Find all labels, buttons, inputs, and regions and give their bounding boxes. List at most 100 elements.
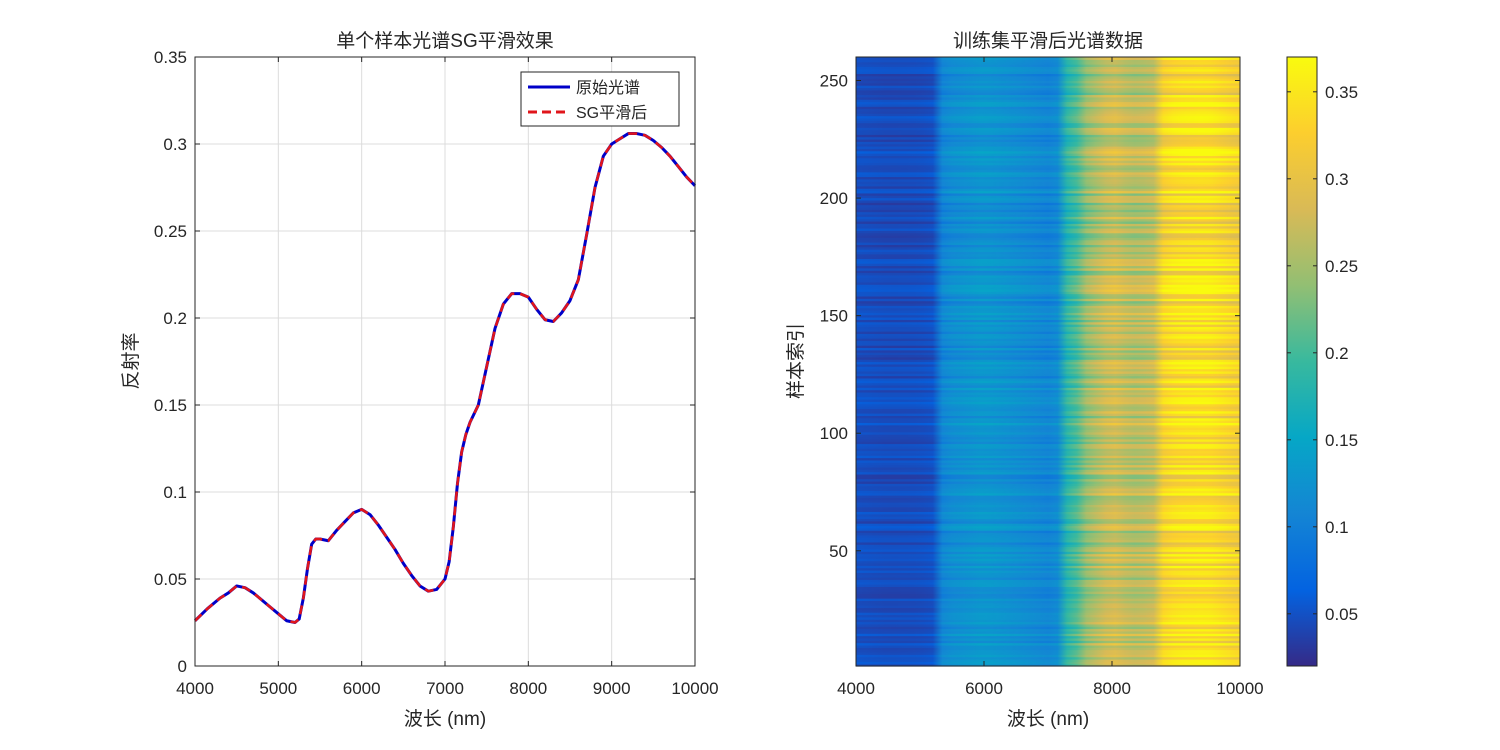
heatmap-row [856, 300, 1240, 304]
heatmap-row [856, 281, 1240, 285]
legend-box [520, 71, 680, 127]
heatmap-row [856, 356, 1240, 360]
heatmap-row [856, 103, 1240, 107]
heatmap-row [856, 87, 1240, 91]
heatmap-row [856, 548, 1240, 552]
heatmap-row [856, 99, 1240, 103]
heatmap-row [856, 298, 1240, 302]
heatmap-row [856, 607, 1240, 611]
heatmap-row [856, 106, 1240, 110]
y-tick-label: 200 [820, 189, 848, 208]
heatmap-row [856, 354, 1240, 358]
heatmap-row [856, 164, 1240, 168]
y-tick-label: 0.25 [154, 222, 187, 241]
heatmap-row [856, 267, 1240, 271]
heatmap-row [856, 389, 1240, 393]
heatmap-row [856, 85, 1240, 89]
heatmap-row [856, 445, 1240, 449]
heatmap-row [856, 328, 1240, 332]
heatmap-row [856, 94, 1240, 98]
heatmap-row [856, 609, 1240, 613]
heatmap-row [856, 117, 1240, 121]
y-tick-label: 0.15 [154, 396, 187, 415]
heatmap-row [856, 424, 1240, 428]
heatmap-row [856, 422, 1240, 426]
x-tick-label: 6000 [965, 679, 1003, 698]
y-tick-label: 50 [829, 542, 848, 561]
heatmap-row [856, 174, 1240, 178]
heatmap-row [856, 656, 1240, 660]
heatmap-row [856, 235, 1240, 238]
heatmap-row [856, 244, 1240, 248]
heatmap-row [856, 263, 1240, 267]
heatmap-row [856, 110, 1240, 114]
heatmap-row [856, 249, 1240, 253]
heatmap-row [856, 68, 1240, 72]
heatmap-row [856, 101, 1240, 105]
y-tick-label: 0.05 [154, 570, 187, 589]
heatmap-row [856, 626, 1240, 630]
heatmap-row [856, 391, 1240, 395]
heatmap-row [856, 92, 1240, 96]
heatmap-row [856, 544, 1240, 548]
heatmap-row [856, 272, 1240, 276]
heatmap-row [856, 206, 1240, 210]
heatmap-row [856, 176, 1240, 180]
heatmap-row [856, 487, 1240, 491]
heatmap-row [856, 558, 1240, 562]
y-tick-label: 0.2 [163, 309, 187, 328]
heatmap-row [856, 190, 1240, 194]
heatmap-row [856, 455, 1240, 459]
heatmap-row [856, 153, 1240, 156]
heatmap-row [856, 146, 1240, 149]
heatmap-row [856, 530, 1240, 534]
heatmap-row [856, 309, 1240, 313]
heatmap-xlabel: 波长 (nm) [1007, 708, 1089, 730]
heatmap-row [856, 113, 1240, 117]
heatmap-row [856, 136, 1240, 140]
heatmap-row [856, 579, 1240, 583]
y-tick-label: 250 [820, 72, 848, 91]
heatmap-row [856, 134, 1240, 138]
heatmap-row [856, 291, 1240, 295]
x-tick-label: 5000 [259, 679, 297, 698]
x-tick-label: 4000 [176, 679, 214, 698]
heatmap-row [856, 398, 1240, 402]
heatmap-row [856, 61, 1240, 65]
heatmap-frame [855, 56, 1241, 667]
heatmap-row [856, 621, 1240, 625]
heatmap-row [856, 253, 1240, 257]
x-tick-label: 7000 [426, 679, 464, 698]
heatmap-row [856, 302, 1240, 306]
heatmap-row [856, 459, 1240, 463]
heatmap-row [856, 637, 1240, 641]
heatmap-row [856, 178, 1240, 182]
heatmap-row [856, 340, 1240, 344]
heatmap-row [856, 417, 1240, 421]
heatmap-row [856, 551, 1240, 555]
colorbar-tick-label: 0.2 [1325, 344, 1349, 363]
heatmap-row [856, 401, 1240, 405]
heatmap-row [856, 218, 1240, 222]
heatmap-row [856, 553, 1240, 557]
heatmap-row [856, 295, 1240, 299]
heatmap-row [856, 649, 1240, 653]
heatmap-row [856, 169, 1240, 173]
heatmap-row [856, 129, 1240, 133]
y-tick-label: 100 [820, 424, 848, 443]
line-plot-ylabel: 反射率 [120, 332, 142, 389]
heatmap-row [856, 518, 1240, 522]
heatmap-row [856, 452, 1240, 456]
y-tick-label: 0.3 [163, 135, 187, 154]
heatmap-row [856, 572, 1240, 576]
heatmap-row [856, 375, 1240, 379]
heatmap-row [856, 192, 1240, 196]
heatmap-row [856, 431, 1240, 435]
heatmap-row [856, 242, 1240, 245]
colorbar-ticks: 0.05 0.1 0.15 0.2 0.25 0.3 0.35 [1287, 83, 1358, 624]
heatmap-row [856, 138, 1240, 142]
heatmap-row [856, 640, 1240, 644]
heatmap-row [856, 635, 1240, 639]
heatmap-row [856, 504, 1240, 508]
heatmap-row [856, 157, 1240, 161]
